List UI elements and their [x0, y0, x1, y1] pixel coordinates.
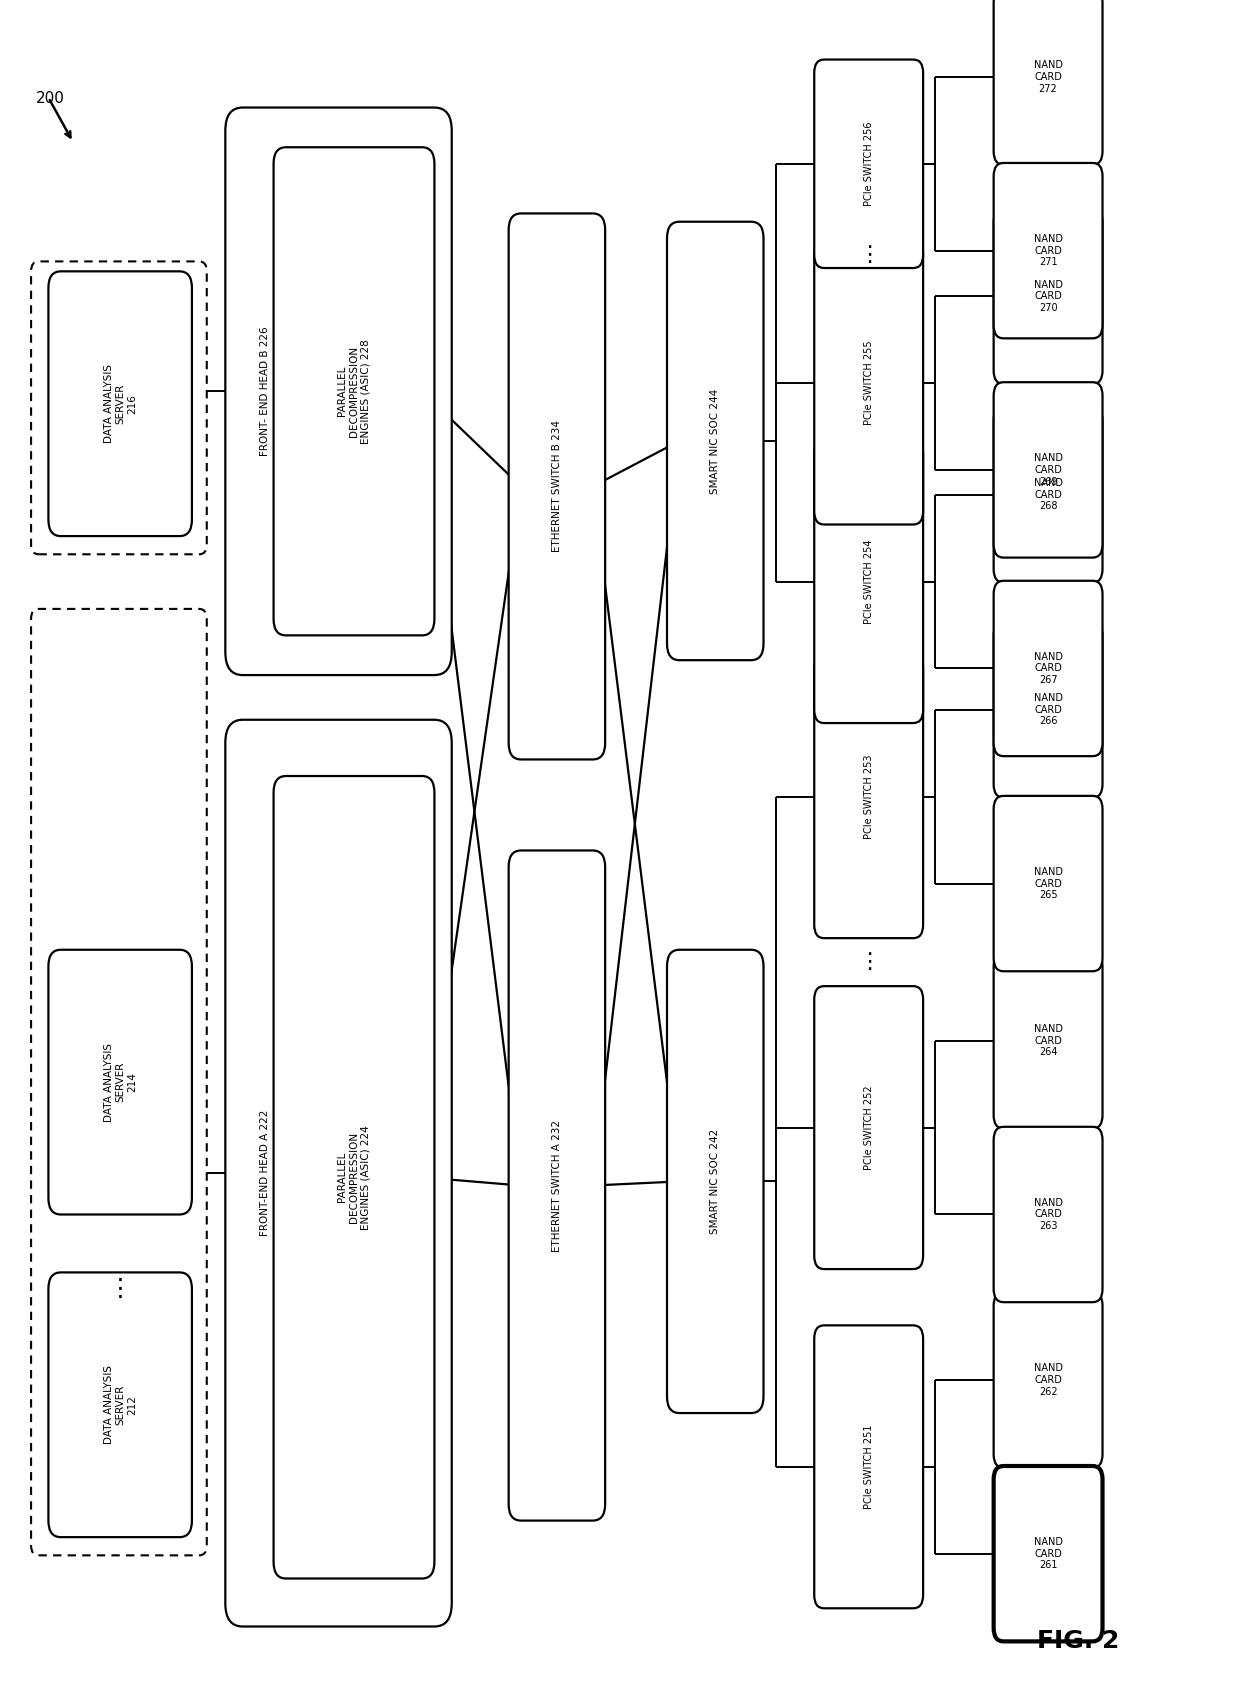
FancyBboxPatch shape — [993, 208, 1102, 383]
FancyBboxPatch shape — [815, 987, 923, 1269]
Text: NAND
CARD
270: NAND CARD 270 — [1034, 279, 1063, 314]
FancyBboxPatch shape — [993, 581, 1102, 757]
FancyBboxPatch shape — [48, 949, 192, 1215]
FancyBboxPatch shape — [993, 1292, 1102, 1467]
Text: DATA ANALYSIS
SERVER
216: DATA ANALYSIS SERVER 216 — [104, 365, 136, 443]
FancyBboxPatch shape — [48, 271, 192, 537]
FancyBboxPatch shape — [274, 775, 434, 1578]
FancyBboxPatch shape — [31, 608, 207, 1556]
Text: PCIe SWITCH 254: PCIe SWITCH 254 — [864, 540, 874, 624]
Text: NAND
CARD
272: NAND CARD 272 — [1034, 60, 1063, 94]
Text: NAND
CARD
265: NAND CARD 265 — [1034, 867, 1063, 900]
FancyBboxPatch shape — [31, 261, 207, 554]
FancyBboxPatch shape — [226, 107, 451, 675]
FancyBboxPatch shape — [993, 796, 1102, 971]
Text: FIG. 2: FIG. 2 — [1037, 1629, 1118, 1653]
FancyBboxPatch shape — [993, 1126, 1102, 1302]
FancyBboxPatch shape — [993, 953, 1102, 1128]
Text: NAND
CARD
268: NAND CARD 268 — [1034, 479, 1063, 511]
FancyBboxPatch shape — [993, 407, 1102, 583]
Text: PCIe SWITCH 253: PCIe SWITCH 253 — [864, 755, 874, 838]
Text: ETHERNET SWITCH B 234: ETHERNET SWITCH B 234 — [552, 421, 562, 552]
Text: DATA ANALYSIS
SERVER
214: DATA ANALYSIS SERVER 214 — [104, 1043, 136, 1121]
FancyBboxPatch shape — [226, 719, 451, 1627]
Text: PCIe SWITCH 256: PCIe SWITCH 256 — [864, 121, 874, 206]
FancyBboxPatch shape — [508, 850, 605, 1520]
Text: NAND
CARD
261: NAND CARD 261 — [1034, 1537, 1063, 1571]
FancyBboxPatch shape — [274, 147, 434, 636]
Text: SMART NIC SOC 244: SMART NIC SOC 244 — [711, 389, 720, 494]
Text: PCIe SWITCH 255: PCIe SWITCH 255 — [864, 341, 874, 426]
FancyBboxPatch shape — [993, 382, 1102, 557]
Text: NAND
CARD
269: NAND CARD 269 — [1034, 453, 1063, 487]
FancyBboxPatch shape — [508, 213, 605, 760]
Text: SMART NIC SOC 242: SMART NIC SOC 242 — [711, 1128, 720, 1234]
FancyBboxPatch shape — [667, 949, 764, 1413]
FancyBboxPatch shape — [993, 622, 1102, 797]
FancyBboxPatch shape — [993, 1465, 1102, 1641]
Text: ⋮: ⋮ — [858, 953, 880, 973]
Text: DATA ANALYSIS
SERVER
212: DATA ANALYSIS SERVER 212 — [104, 1365, 136, 1445]
FancyBboxPatch shape — [993, 164, 1102, 339]
FancyBboxPatch shape — [48, 1273, 192, 1537]
FancyBboxPatch shape — [815, 242, 923, 525]
Text: ETHERNET SWITCH A 232: ETHERNET SWITCH A 232 — [552, 1120, 562, 1251]
Text: NAND
CARD
266: NAND CARD 266 — [1034, 694, 1063, 726]
Text: ⋮: ⋮ — [858, 245, 880, 264]
Text: NAND
CARD
267: NAND CARD 267 — [1034, 653, 1063, 685]
FancyBboxPatch shape — [815, 1326, 923, 1609]
Text: NAND
CARD
262: NAND CARD 262 — [1034, 1363, 1063, 1397]
Text: 200: 200 — [36, 90, 64, 106]
Text: FRONT- END HEAD B 226: FRONT- END HEAD B 226 — [260, 327, 270, 457]
FancyBboxPatch shape — [667, 222, 764, 659]
Text: PARALLEL
DECOMPRESSION
ENGINES (ASIC) 228: PARALLEL DECOMPRESSION ENGINES (ASIC) 22… — [337, 339, 371, 443]
FancyBboxPatch shape — [815, 656, 923, 939]
Text: FRONT-END HEAD A 222: FRONT-END HEAD A 222 — [260, 1109, 270, 1237]
Text: NAND
CARD
264: NAND CARD 264 — [1034, 1024, 1063, 1058]
Text: PCIe SWITCH 251: PCIe SWITCH 251 — [864, 1425, 874, 1510]
FancyBboxPatch shape — [815, 440, 923, 722]
Text: PARALLEL
DECOMPRESSION
ENGINES (ASIC) 224: PARALLEL DECOMPRESSION ENGINES (ASIC) 22… — [337, 1125, 371, 1230]
Text: ⋮: ⋮ — [108, 1276, 133, 1300]
Text: PCIe SWITCH 252: PCIe SWITCH 252 — [864, 1085, 874, 1171]
Text: NAND
CARD
271: NAND CARD 271 — [1034, 233, 1063, 268]
FancyBboxPatch shape — [993, 0, 1102, 165]
FancyBboxPatch shape — [815, 60, 923, 268]
Text: NAND
CARD
263: NAND CARD 263 — [1034, 1198, 1063, 1230]
